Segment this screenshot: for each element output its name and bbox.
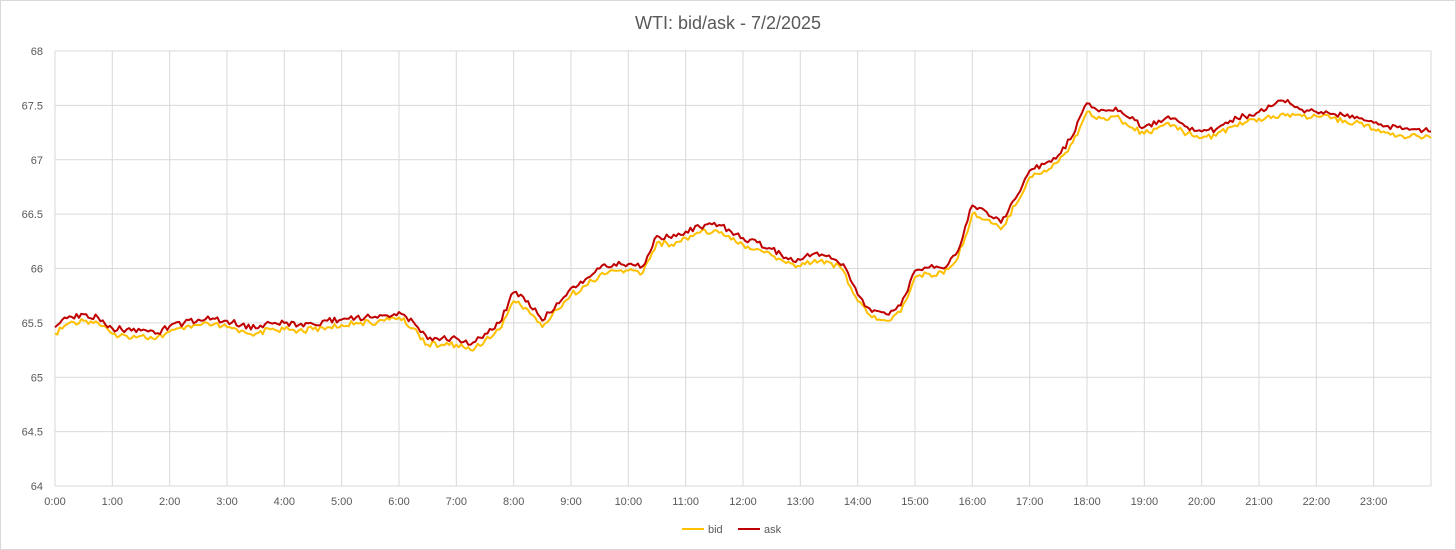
x-tick-label-20: 20:00 [1188,496,1216,508]
legend-label-bid: bid [708,524,723,536]
y-tick-label-4: 66 [31,264,43,276]
x-tick-label-0: 0:00 [44,496,65,508]
x-tick-label-14: 14:00 [844,496,872,508]
series-lines [54,98,1432,352]
x-tick-label-23: 23:00 [1360,496,1388,508]
x-tick-label-7: 7:00 [446,496,467,508]
x-tick-label-4: 4:00 [274,496,295,508]
x-axis: 0:00 1:00 2:00 3:00 4:00 5:00 6:00 7:00 8:00 9:00… [44,496,1387,508]
series-bid [54,110,1432,352]
y-tick-label-0: 64 [31,481,43,493]
y-tick-label-8: 68 [31,46,43,58]
x-tick-label-6: 6:00 [388,496,409,508]
series-line-bid [54,110,1432,352]
legend-label-ask: ask [764,524,782,536]
y-tick-label-1: 64.5 [22,427,43,439]
x-tick-label-8: 8:00 [503,496,524,508]
y-tick-label-7: 67.5 [22,100,43,112]
chart-title: WTI: bid/ask - 7/2/2025 [635,13,821,33]
x-tick-label-19: 19:00 [1131,496,1159,508]
x-tick-label-12: 12:00 [729,496,757,508]
x-tick-label-17: 17:00 [1016,496,1044,508]
x-tick-label-1: 1:00 [102,496,123,508]
y-tick-label-3: 65.5 [22,318,43,330]
x-tick-label-2: 2:00 [159,496,180,508]
x-tick-label-3: 3:00 [216,496,237,508]
legend: bid ask [682,524,782,536]
y-axis: 64 64.5 65 65.5 66 66.5 67 67.5 68 [22,46,43,493]
x-tick-label-9: 9:00 [560,496,581,508]
x-tick-label-16: 16:00 [959,496,987,508]
x-tick-label-5: 5:00 [331,496,352,508]
x-tick-label-15: 15:00 [901,496,929,508]
x-tick-label-21: 21:00 [1245,496,1273,508]
x-tick-label-11: 11:00 [672,496,699,508]
series-ask [54,98,1432,346]
x-tick-label-22: 22:00 [1303,496,1331,508]
y-tick-label-2: 65 [31,372,43,384]
y-tick-label-5: 66.5 [22,209,43,221]
x-tick-label-18: 18:00 [1073,496,1101,508]
series-line-ask [54,98,1432,346]
x-tick-label-13: 13:00 [787,496,815,508]
x-tick-label-10: 10:00 [615,496,643,508]
gridlines [54,50,1432,487]
y-tick-label-6: 67 [31,155,43,167]
